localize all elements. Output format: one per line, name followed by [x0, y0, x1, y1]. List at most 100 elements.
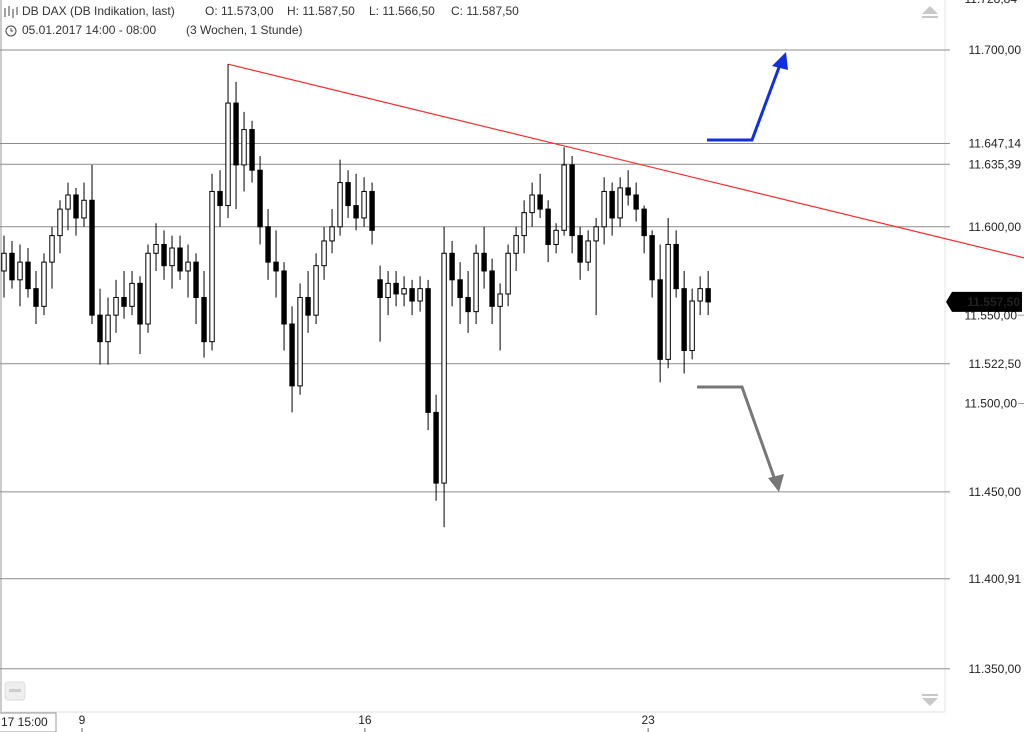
hline-label: 11.600,00 [969, 220, 1022, 234]
hline-label: 11.450,00 [969, 485, 1022, 499]
hline-label-bg [952, 570, 1022, 587]
candle-body [345, 182, 351, 207]
candle-body [217, 190, 223, 207]
instrument-title: DB DAX (DB Indikation, last) [22, 4, 175, 18]
candle-body [41, 261, 47, 307]
candle-body [73, 194, 79, 219]
hline-label-bg [952, 135, 1022, 152]
candle-body [121, 296, 127, 307]
candle-body [697, 288, 703, 302]
candle-body [177, 247, 183, 272]
candle-body [153, 243, 159, 254]
candle-body [209, 190, 215, 343]
period: (3 Wochen, 1 Stunde) [186, 23, 303, 37]
candle-body [569, 164, 575, 237]
candle-body [113, 296, 119, 316]
clock-icon [5, 25, 17, 37]
candle-body [553, 229, 559, 245]
hline-label: 11.522,50 [969, 357, 1022, 371]
candle-body [585, 240, 591, 263]
candle-body [625, 187, 631, 196]
candle-body [521, 212, 527, 237]
candle-body [473, 252, 479, 313]
candle-body [641, 208, 647, 237]
candle-body [145, 252, 151, 325]
candle-body [297, 296, 303, 387]
candle-body [417, 288, 423, 302]
header: DB DAX (DB Indikation, last) O: 11.573,0… [4, 4, 519, 37]
candle-body [225, 102, 231, 207]
candle-body [465, 296, 471, 313]
x-tick-label: 23 [641, 713, 655, 727]
cursor-time-box [0, 712, 57, 732]
candle-body [561, 164, 567, 231]
y-tick-label: 11.500,00 [965, 397, 1018, 411]
up-arrow[interactable] [707, 61, 783, 142]
candle-body [169, 247, 175, 267]
down-arrow[interactable] [697, 385, 777, 481]
candle-body [705, 288, 711, 303]
up-arrow-head[interactable] [772, 52, 788, 70]
candle-body [233, 102, 239, 166]
time-range: 05.01.2017 14:00 - 08:00 [22, 23, 156, 37]
candle-body [673, 243, 679, 290]
candle-body [313, 265, 319, 316]
scroll-down[interactable] [922, 698, 938, 706]
candle-body [1, 252, 7, 272]
hline-label-bg [952, 42, 1022, 59]
hline-label: 11.350,00 [969, 662, 1022, 676]
current-price-box [946, 291, 1022, 312]
candle-body [609, 190, 615, 219]
candle-body [9, 252, 15, 281]
candle-body [289, 323, 295, 387]
candle-body [369, 190, 375, 231]
candle-body [577, 235, 583, 263]
candle-body [617, 187, 623, 219]
candle-body [65, 194, 71, 210]
x-tick-label: 9 [79, 713, 86, 727]
candle-body [329, 226, 335, 242]
y-tick-label: 11.728,84 [965, 0, 1018, 6]
hline-label: 11.635,39 [969, 157, 1022, 171]
candle-body [457, 279, 463, 298]
candle-body [489, 270, 495, 307]
scroll-down-bar[interactable] [922, 694, 938, 696]
candle-body [529, 194, 535, 214]
current-price-label: 11.557,50 [967, 295, 1020, 309]
candle-body [241, 129, 247, 166]
candle-body [393, 282, 399, 295]
candle-body [353, 205, 359, 219]
candle-body [137, 282, 143, 325]
candle-body [273, 261, 279, 272]
candle-body [361, 190, 367, 219]
cursor-time: 17 15:00 [1, 715, 48, 729]
candle-body [17, 261, 23, 281]
candle-body [25, 261, 31, 290]
candle-body [281, 270, 287, 325]
down-arrow-head[interactable] [768, 474, 784, 492]
hline-label: 11.400,91 [969, 572, 1022, 586]
candle-body [57, 208, 63, 237]
candle-body [449, 252, 455, 281]
candle-body [129, 282, 135, 307]
hline-label: 11.647,14 [969, 137, 1022, 151]
ohlc-close: C: 11.587,50 [451, 4, 519, 18]
candle-body [265, 226, 271, 263]
hline-label-bg [952, 355, 1022, 372]
candle-body [593, 226, 599, 242]
candle-body [321, 240, 327, 267]
candle-body [161, 243, 167, 267]
candle-body [49, 235, 55, 263]
candle-body [681, 288, 687, 352]
scroll-up[interactable] [922, 6, 938, 14]
scroll-up-bar[interactable] [922, 16, 938, 18]
candle-body [665, 243, 671, 360]
hline-label-bg [952, 483, 1022, 500]
hline-label-bg [952, 218, 1022, 235]
clock-hands [10, 28, 13, 32]
candle-body [257, 169, 263, 228]
candle-body [305, 296, 311, 316]
candle-body [657, 279, 663, 360]
candle-body [385, 282, 391, 298]
